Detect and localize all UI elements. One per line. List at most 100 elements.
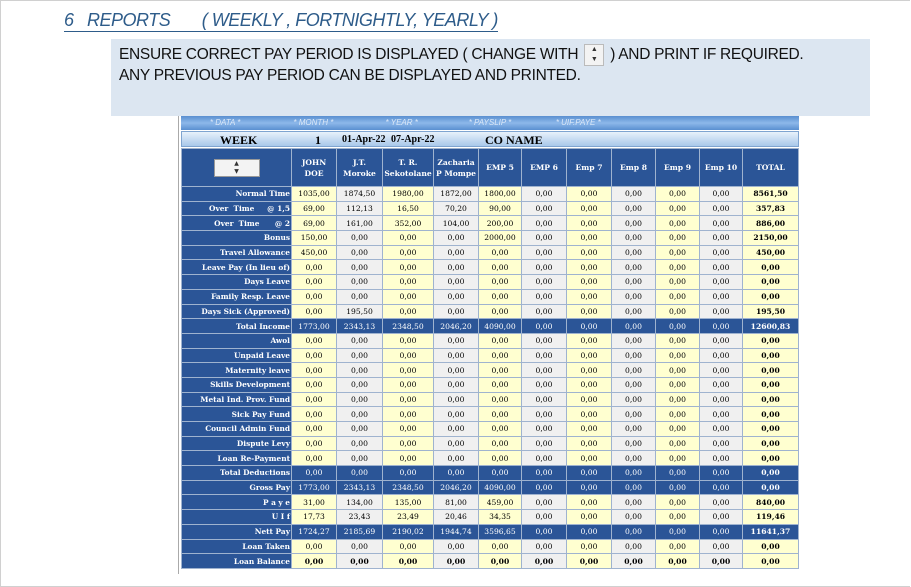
value-cell[interactable]: 2348,50 [382, 318, 434, 334]
total-cell[interactable]: 0,00 [742, 450, 799, 467]
value-cell[interactable]: 0,00 [655, 538, 700, 555]
value-cell[interactable]: 0,00 [699, 421, 743, 437]
value-cell[interactable]: 0,00 [433, 362, 479, 378]
value-cell[interactable]: 0,00 [336, 230, 383, 246]
value-cell[interactable]: 0,00 [291, 362, 337, 378]
value-cell[interactable]: 0,00 [291, 274, 337, 290]
value-cell[interactable]: 1773,00 [291, 479, 337, 496]
value-cell[interactable]: 0,00 [566, 421, 612, 437]
value-cell[interactable]: 31,00 [291, 494, 337, 511]
value-cell[interactable]: 0,00 [699, 538, 743, 555]
value-cell[interactable]: 0,00 [291, 303, 337, 320]
value-cell[interactable]: 0,00 [699, 376, 743, 393]
value-cell[interactable]: 0,00 [655, 347, 700, 364]
value-cell[interactable]: 0,00 [655, 435, 700, 452]
value-cell[interactable]: 2348,50 [382, 479, 434, 496]
value-cell[interactable]: 0,00 [655, 200, 700, 217]
value-cell[interactable]: 0,00 [433, 376, 479, 393]
value-cell[interactable]: 0,00 [699, 347, 743, 364]
value-cell[interactable]: 0,00 [566, 391, 612, 408]
value-cell[interactable]: 0,00 [478, 391, 522, 408]
total-cell[interactable]: 0,00 [742, 538, 799, 555]
value-cell[interactable]: 0,00 [478, 362, 522, 378]
value-cell[interactable]: 0,00 [521, 259, 567, 276]
value-cell[interactable]: 2046,20 [433, 479, 479, 496]
value-cell[interactable]: 0,00 [521, 391, 567, 408]
value-cell[interactable]: 4090,00 [478, 318, 522, 334]
value-cell[interactable]: 0,00 [382, 450, 434, 467]
value-cell[interactable]: 0,00 [566, 494, 612, 511]
value-cell[interactable]: 161,00 [336, 215, 383, 232]
value-cell[interactable]: 0,00 [611, 465, 656, 481]
value-cell[interactable]: 0,00 [336, 288, 383, 305]
value-cell[interactable]: 0,00 [433, 244, 479, 261]
value-cell[interactable]: 1872,00 [433, 186, 479, 202]
value-cell[interactable]: 69,00 [291, 200, 337, 217]
value-cell[interactable]: 0,00 [699, 435, 743, 452]
value-cell[interactable]: 0,00 [611, 406, 656, 422]
value-cell[interactable]: 0,00 [699, 200, 743, 217]
value-cell[interactable]: 0,00 [478, 274, 522, 290]
value-cell[interactable]: 1874,50 [336, 186, 383, 202]
value-cell[interactable]: 0,00 [699, 450, 743, 467]
value-cell[interactable]: 459,00 [478, 494, 522, 511]
value-cell[interactable]: 0,00 [382, 230, 434, 246]
total-cell[interactable]: 0,00 [742, 406, 799, 422]
value-cell[interactable]: 0,00 [655, 376, 700, 393]
value-cell[interactable]: 0,00 [521, 538, 567, 555]
value-cell[interactable]: 0,00 [521, 332, 567, 349]
value-cell[interactable]: 0,00 [478, 553, 522, 569]
value-cell[interactable]: 16,50 [382, 200, 434, 217]
value-cell[interactable]: 0,00 [611, 391, 656, 408]
value-cell[interactable]: 0,00 [655, 391, 700, 408]
value-cell[interactable]: 0,00 [521, 376, 567, 393]
value-cell[interactable]: 0,00 [478, 421, 522, 437]
value-cell[interactable]: 0,00 [382, 391, 434, 408]
value-cell[interactable]: 0,00 [291, 553, 337, 569]
value-cell[interactable]: 0,00 [521, 509, 567, 525]
value-cell[interactable]: 0,00 [433, 391, 479, 408]
value-cell[interactable]: 0,00 [611, 362, 656, 378]
value-cell[interactable]: 2343,13 [336, 318, 383, 334]
total-cell[interactable]: 11641,37 [742, 523, 799, 540]
value-cell[interactable]: 1773,00 [291, 318, 337, 334]
value-cell[interactable]: 0,00 [433, 553, 479, 569]
value-cell[interactable]: 0,00 [521, 244, 567, 261]
value-cell[interactable]: 0,00 [699, 274, 743, 290]
value-cell[interactable]: 0,00 [699, 523, 743, 540]
value-cell[interactable]: 104,00 [433, 215, 479, 232]
value-cell[interactable]: 0,00 [611, 509, 656, 525]
value-cell[interactable]: 0,00 [655, 230, 700, 246]
total-cell[interactable]: 0,00 [742, 465, 799, 481]
value-cell[interactable]: 0,00 [433, 230, 479, 246]
value-cell[interactable]: 0,00 [655, 523, 700, 540]
total-cell[interactable]: 840,00 [742, 494, 799, 511]
value-cell[interactable]: 0,00 [611, 186, 656, 202]
value-cell[interactable]: 0,00 [521, 186, 567, 202]
value-cell[interactable]: 0,00 [521, 362, 567, 378]
total-cell[interactable]: 0,00 [742, 362, 799, 378]
value-cell[interactable]: 0,00 [655, 465, 700, 481]
value-cell[interactable]: 0,00 [611, 200, 656, 217]
value-cell[interactable]: 0,00 [611, 421, 656, 437]
value-cell[interactable]: 23,49 [382, 509, 434, 525]
value-cell[interactable]: 0,00 [521, 200, 567, 217]
total-cell[interactable]: 0,00 [742, 376, 799, 393]
value-cell[interactable]: 0,00 [382, 362, 434, 378]
value-cell[interactable]: 2343,13 [336, 479, 383, 496]
value-cell[interactable]: 2000,00 [478, 230, 522, 246]
value-cell[interactable]: 0,00 [566, 215, 612, 232]
value-cell[interactable]: 2185,69 [336, 523, 383, 540]
value-cell[interactable]: 0,00 [478, 450, 522, 467]
value-cell[interactable]: 0,00 [382, 303, 434, 320]
value-cell[interactable]: 0,00 [566, 435, 612, 452]
value-cell[interactable]: 0,00 [433, 303, 479, 320]
value-cell[interactable]: 0,00 [291, 347, 337, 364]
value-cell[interactable]: 0,00 [699, 318, 743, 334]
value-cell[interactable]: 0,00 [655, 362, 700, 378]
value-cell[interactable]: 0,00 [611, 332, 656, 349]
value-cell[interactable]: 0,00 [611, 553, 656, 569]
value-cell[interactable]: 0,00 [699, 215, 743, 232]
value-cell[interactable]: 0,00 [433, 347, 479, 364]
value-cell[interactable]: 0,00 [611, 274, 656, 290]
